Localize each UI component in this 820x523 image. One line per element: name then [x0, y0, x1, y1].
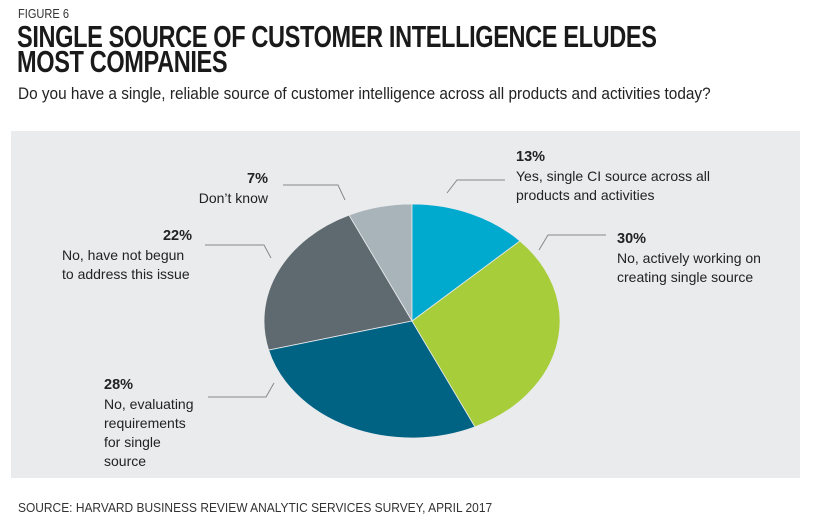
chart-subtitle: Do you have a single, reliable source of… — [18, 85, 711, 103]
pie-slice-13pct — [411, 203, 521, 322]
value-label: 22% — [162, 228, 192, 244]
pie-slice-28pct — [268, 320, 476, 439]
slice-label: No, actively working on creating single … — [617, 250, 761, 285]
label-7: 7% Don’t know — [199, 170, 268, 208]
leader-line-28 — [208, 382, 275, 398]
leader-lines — [205, 179, 606, 398]
pie-slice-30pct — [411, 240, 561, 428]
label-30: 30% No, actively working on creating sing… — [617, 230, 777, 287]
leader-line-13 — [446, 179, 505, 194]
value-label: 13% — [516, 149, 546, 165]
leader-line-22 — [205, 244, 272, 259]
value-label: 28% — [104, 377, 134, 393]
leader-line-7 — [283, 184, 346, 201]
value-label: 30% — [617, 231, 647, 247]
slice-label: Yes, single CI source across all product… — [516, 168, 711, 203]
pie-slice-22pct — [263, 214, 413, 351]
source-note: SOURCE: HARVARD BUSINESS REVIEW ANALYTIC… — [18, 500, 493, 515]
chart-title: SINGLE SOURCE OF CUSTOMER INTELLIGENCE E… — [17, 19, 657, 79]
label-13: 13% Yes, single CI source across all prod… — [516, 148, 716, 205]
slice-label: No, have not begun to address this issue — [62, 247, 190, 282]
figure-label: FIGURE 6 — [18, 6, 69, 21]
label-28: 28% No, evaluating requirements for singl… — [104, 376, 204, 471]
leader-line-30 — [538, 234, 606, 251]
value-label: 7% — [247, 171, 268, 187]
label-22: 22% No, have not begun to address this is… — [62, 227, 192, 284]
slice-label: No, evaluating requirements for single s… — [104, 396, 194, 469]
slice-label: Don’t know — [198, 190, 268, 206]
